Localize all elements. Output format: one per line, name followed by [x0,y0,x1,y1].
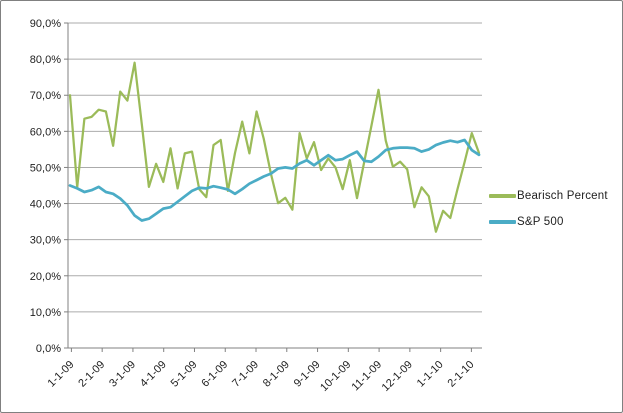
chart-legend: Bearisch Percent S&P 500 [489,183,608,235]
y-axis-tick-label: 60,0% [30,126,61,138]
y-axis-tick-label: 0,0% [36,343,61,355]
x-axis-tick-label: 2-1-10 [446,359,477,390]
x-axis-tick-label: 3-1-09 [107,359,138,390]
x-axis-tick-label: 4-1-09 [138,359,169,390]
x-axis-tick-label: 1-1-10 [415,359,446,390]
y-axis-tick-label: 10,0% [30,307,61,319]
legend-label: Bearisch Percent [517,190,608,202]
x-axis-tick-label: 6-1-09 [199,359,230,390]
legend-item-sp500: S&P 500 [489,209,608,235]
x-axis-tick-label: 8-1-09 [261,359,292,390]
sp500-swatch [489,220,516,224]
y-axis-tick-label: 90,0% [30,18,61,30]
y-axis-tick-label: 30,0% [30,235,61,247]
y-axis-tick-label: 50,0% [30,162,61,174]
y-axis-tick-label: 80,0% [30,54,61,66]
legend-item-bearish-percent: Bearisch Percent [489,183,608,209]
bearish-percent-line [68,61,481,233]
x-axis-tick-label: 11-1-09 [349,359,384,394]
x-axis-tick-label: 12-1-09 [380,359,415,394]
x-axis-tick-label: 10-1-09 [318,359,353,394]
y-axis-tick-label: 20,0% [30,271,61,283]
y-axis-tick-label: 70,0% [30,90,61,102]
x-axis-tick-label: 1-1-09 [46,359,77,390]
bearish-percent-swatch [489,194,516,198]
x-axis-tick-label: 2-1-09 [76,359,107,390]
x-axis-tick-label: 7-1-09 [230,359,261,390]
y-axis-tick-label: 40,0% [30,199,61,211]
x-axis-tick-label: 5-1-09 [169,359,200,390]
legend-label: S&P 500 [517,216,564,228]
sp500-line [68,138,481,222]
